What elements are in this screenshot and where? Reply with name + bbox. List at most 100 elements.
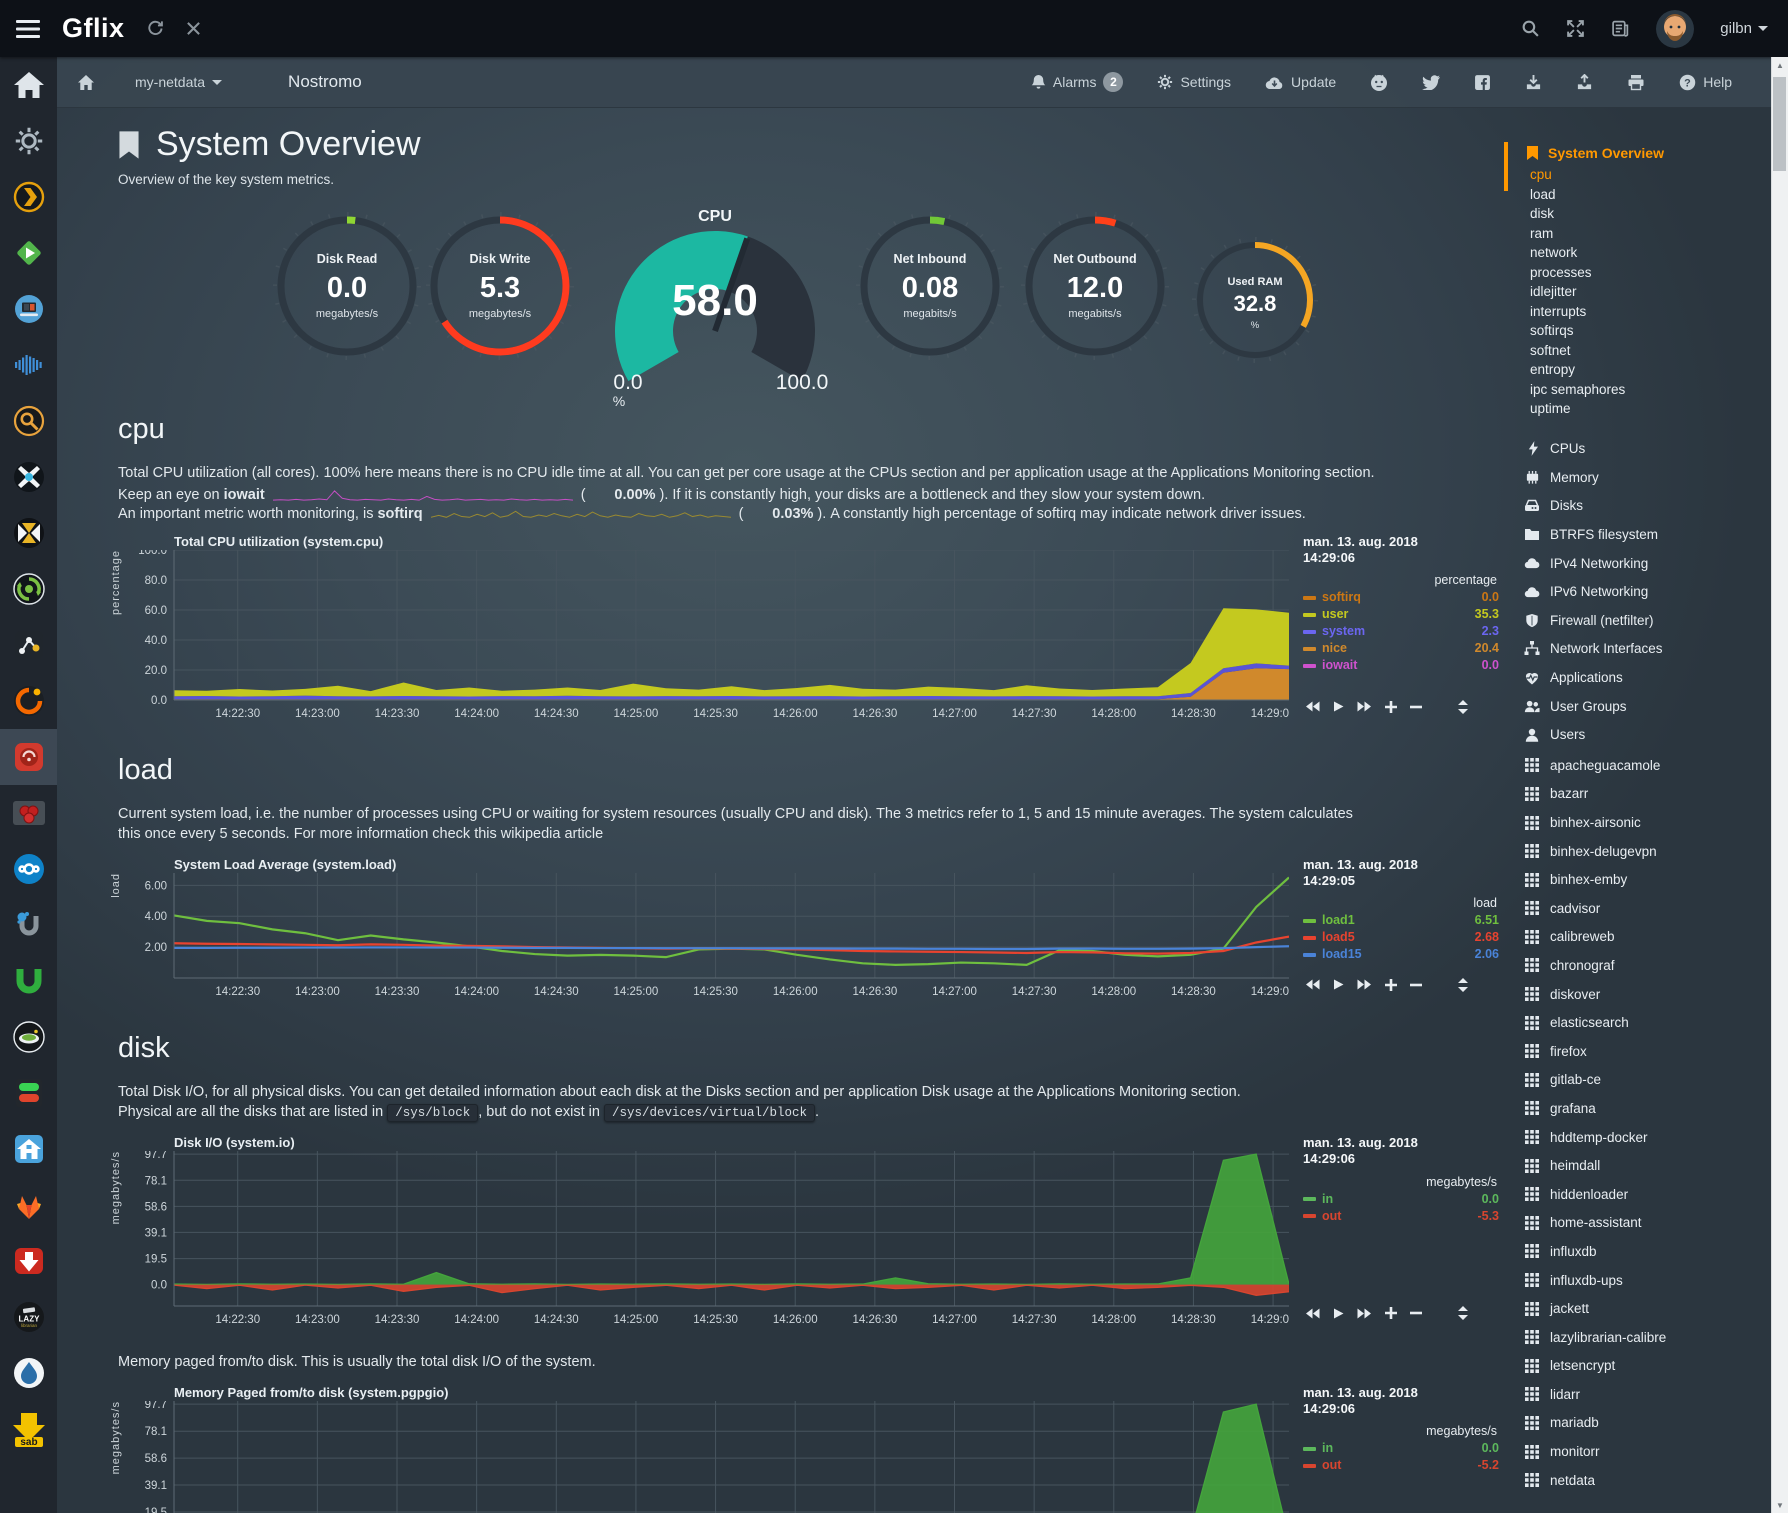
pan-backward-button[interactable] (1305, 1308, 1320, 1319)
nav-app-mariadb[interactable]: mariadb (1524, 1409, 1772, 1438)
scroll-up-arrow[interactable]: ▲ (1776, 60, 1784, 70)
tautulli-icon[interactable] (0, 281, 57, 337)
deluge-icon[interactable] (0, 1345, 57, 1401)
nav-section-user-groups[interactable]: User Groups (1524, 692, 1772, 721)
gitlab-icon[interactable] (0, 1177, 57, 1233)
node-graph-icon[interactable] (0, 617, 57, 673)
nav-item-interrupts[interactable]: interrupts (1530, 303, 1587, 319)
user-menu[interactable]: gilbn (1720, 20, 1768, 37)
legend-iowait[interactable]: iowait 0.0 (1303, 657, 1499, 674)
legend-nice[interactable]: nice 20.4 (1303, 640, 1499, 657)
nav-item-softirqs[interactable]: softirqs (1530, 323, 1574, 338)
chart-plot[interactable]: 14:22:3014:23:0014:23:3014:24:0014:24:30… (128, 1400, 1289, 1513)
youtube-dl-icon[interactable] (0, 1233, 57, 1289)
legend-load15[interactable]: load15 2.06 (1303, 946, 1499, 963)
nav-app-influxdb-ups[interactable]: influxdb-ups (1524, 1266, 1772, 1295)
close-tab-icon[interactable] (186, 21, 201, 36)
jackett-icon[interactable] (0, 393, 57, 449)
pan-forward-button[interactable] (1357, 1308, 1372, 1319)
gauge-disk-read[interactable]: Disk Read 0.0 megabytes/s (272, 211, 422, 361)
nav-app-binhex-emby[interactable]: binhex-emby (1524, 865, 1772, 894)
nav-section-disks[interactable]: Disks (1524, 492, 1772, 521)
legend-load5[interactable]: load5 2.68 (1303, 929, 1499, 946)
monitorr-icon[interactable] (0, 1065, 57, 1121)
gauge-disk-write[interactable]: Disk Write 5.3 megabytes/s (425, 211, 575, 361)
nav-app-lidarr[interactable]: lidarr (1524, 1380, 1772, 1409)
zoom-in-button[interactable] (1385, 978, 1397, 991)
pan-backward-button[interactable] (1305, 979, 1320, 990)
emby-icon[interactable] (0, 225, 57, 281)
nav-app-calibreweb[interactable]: calibreweb (1524, 923, 1772, 952)
legend-in[interactable]: in 0.0 (1303, 1191, 1499, 1208)
zoom-out-button[interactable] (1410, 701, 1422, 713)
nav-item-disk[interactable]: disk (1530, 206, 1555, 221)
zoom-in-button[interactable] (1385, 1307, 1397, 1320)
nav-app-firefox[interactable]: firefox (1524, 1037, 1772, 1066)
nav-app-cadvisor[interactable]: cadvisor (1524, 894, 1772, 923)
pihole-icon[interactable] (0, 785, 57, 841)
export-icon[interactable] (1576, 73, 1593, 91)
alarms-button[interactable]: Alarms 2 (1031, 72, 1124, 92)
gauge-used-ram[interactable]: Used RAM 32.8 % (1180, 225, 1330, 375)
ubooquity-icon[interactable] (0, 897, 57, 953)
pan-backward-button[interactable] (1305, 701, 1320, 712)
nav-app-chronograf[interactable]: chronograf (1524, 951, 1772, 980)
nav-item-cpu[interactable]: cpu (1530, 167, 1552, 182)
iowait-sparkline[interactable] (272, 487, 573, 503)
nav-app-apacheguacamole[interactable]: apacheguacamole (1524, 751, 1772, 780)
twitter-icon[interactable] (1422, 74, 1441, 90)
gauge-net-outbound[interactable]: Net Outbound 12.0 megabits/s (1020, 211, 1170, 361)
update-button[interactable]: Update (1265, 74, 1336, 90)
news-reader-icon[interactable] (1611, 19, 1630, 38)
nav-app-binhex-delugevpn[interactable]: binhex-delugevpn (1524, 837, 1772, 866)
home-icon[interactable] (0, 57, 57, 113)
nav-app-gitlab-ce[interactable]: gitlab-ce (1524, 1066, 1772, 1095)
sickchill-icon[interactable] (0, 1009, 57, 1065)
nav-item-softnet[interactable]: softnet (1530, 342, 1571, 358)
nav-section-applications[interactable]: Applications (1524, 663, 1772, 692)
nav-item-network[interactable]: network (1530, 245, 1578, 260)
facebook-icon[interactable] (1474, 74, 1491, 91)
settings-button[interactable]: Settings (1157, 74, 1231, 90)
handbrake-icon[interactable] (0, 561, 57, 617)
legend-in[interactable]: in 0.0 (1303, 1440, 1499, 1457)
nav-item-load[interactable]: load (1530, 186, 1556, 202)
airsonic-icon[interactable] (0, 337, 57, 393)
nav-section-memory[interactable]: Memory (1524, 463, 1772, 492)
import-icon[interactable] (1525, 74, 1542, 91)
nav-app-monitorr[interactable]: monitorr (1524, 1437, 1772, 1466)
resize-handle[interactable] (1457, 977, 1469, 992)
legend-softirq[interactable]: softirq 0.0 (1303, 589, 1499, 606)
nav-item-processes[interactable]: processes (1530, 264, 1592, 280)
legend-out[interactable]: out -5.3 (1303, 1208, 1499, 1225)
play-button[interactable] (1333, 701, 1344, 712)
legend-load1[interactable]: load1 6.51 (1303, 912, 1499, 929)
pan-forward-button[interactable] (1357, 701, 1372, 712)
gauge-cpu[interactable]: CPU 58.0 0.0 100.0 % (585, 203, 845, 408)
pan-forward-button[interactable] (1357, 979, 1372, 990)
nav-section-btrfs-filesystem[interactable]: BTRFS filesystem (1524, 520, 1772, 549)
nav-system-overview[interactable]: System Overview (1504, 135, 1772, 163)
unifi-icon[interactable] (0, 953, 57, 1009)
avatar[interactable] (1656, 9, 1695, 48)
nav-app-jackett[interactable]: jackett (1524, 1294, 1772, 1323)
nav-section-network-interfaces[interactable]: Network Interfaces (1524, 635, 1772, 664)
nextcloud-icon[interactable] (0, 841, 57, 897)
heimdall-icon[interactable] (0, 1121, 57, 1177)
nav-item-uptime[interactable]: uptime (1530, 401, 1571, 416)
netdata-icon[interactable] (0, 729, 57, 785)
help-button[interactable]: ? Help (1679, 74, 1732, 91)
nav-app-home-assistant[interactable]: home-assistant (1524, 1209, 1772, 1238)
play-button[interactable] (1333, 979, 1344, 990)
search-icon[interactable] (1521, 19, 1540, 38)
legend-out[interactable]: out -5.2 (1303, 1457, 1499, 1474)
server-dropdown[interactable]: my-netdata (135, 74, 223, 90)
scrollbar[interactable]: ▲ ▼ (1771, 57, 1788, 1513)
lazylibrarian-icon[interactable]: LAZY librarian (0, 1289, 57, 1345)
nav-section-users[interactable]: Users (1524, 720, 1772, 749)
nav-app-binhex-airsonic[interactable]: binhex-airsonic (1524, 808, 1772, 837)
nav-item-ram[interactable]: ram (1530, 225, 1554, 241)
nav-app-heimdall[interactable]: heimdall (1524, 1151, 1772, 1180)
